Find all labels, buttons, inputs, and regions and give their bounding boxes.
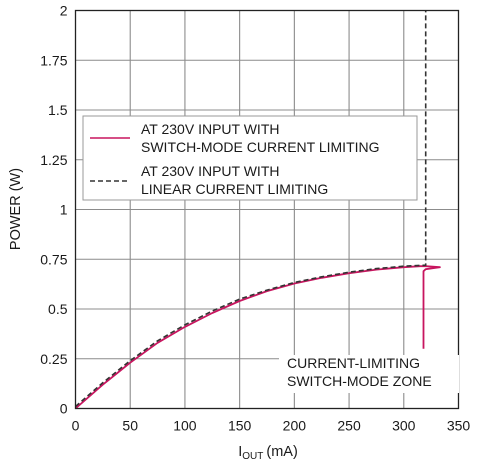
annotation-line2: SWITCH-MODE ZONE [287,373,432,389]
series-switch-mode-line [74,265,441,410]
legend: AT 230V INPUT WITH SWITCH-MODE CURRENT L… [82,115,418,201]
y-tick-label: 0.25 [40,351,67,367]
x-tick-label: 150 [228,418,252,434]
y-tick-label: 2 [60,3,68,19]
grid [75,10,459,409]
x-tick-label: 350 [447,418,471,434]
x-tick-label: 300 [392,418,416,434]
annotation-line1: CURRENT-LIMITING [287,355,420,371]
y-tick-label: 1.5 [48,102,68,118]
x-axis-label-subscript: OUT [242,451,263,462]
plot-frame [74,9,460,410]
x-axis-label: IOUT (mA) [238,444,298,462]
y-tick-label: 0 [60,401,68,417]
y-tick-label: 1.75 [40,52,67,68]
y-tick-label: 1 [60,202,68,218]
x-tick-label: 50 [122,418,138,434]
annotation-box [279,355,459,393]
annotation-current-limiting-zone: CURRENT-LIMITING SWITCH-MODE ZONE [279,355,459,393]
legend-label-switch-mode-line1: AT 230V INPUT WITH [141,121,279,137]
legend-box [82,115,418,201]
legend-label-switch-mode-line2: SWITCH-MODE CURRENT LIMITING [141,139,380,155]
y-tick-label: 0.75 [40,251,67,267]
x-axis-label-unit: (mA) [266,444,297,460]
series-linear-line [74,10,427,408]
y-tick-label: 0.5 [48,301,68,317]
x-tick-label: 100 [173,418,197,434]
x-tick-label: 0 [72,418,80,434]
legend-label-linear-line1: AT 230V INPUT WITH [141,163,279,179]
tick-labels: 0 50 100 150 200 250 300 350 0 0.25 0.5 0.75 1 1.25 1.… [40,3,470,434]
x-tick-label: 250 [337,418,361,434]
y-axis-label: POWER (W) [8,168,24,250]
x-tick-label: 200 [283,418,307,434]
x-axis-label-main: I [238,444,242,460]
series-layer [74,10,441,410]
y-tick-label: 1.25 [40,152,67,168]
legend-label-linear-line2: LINEAR CURRENT LIMITING [141,181,328,197]
